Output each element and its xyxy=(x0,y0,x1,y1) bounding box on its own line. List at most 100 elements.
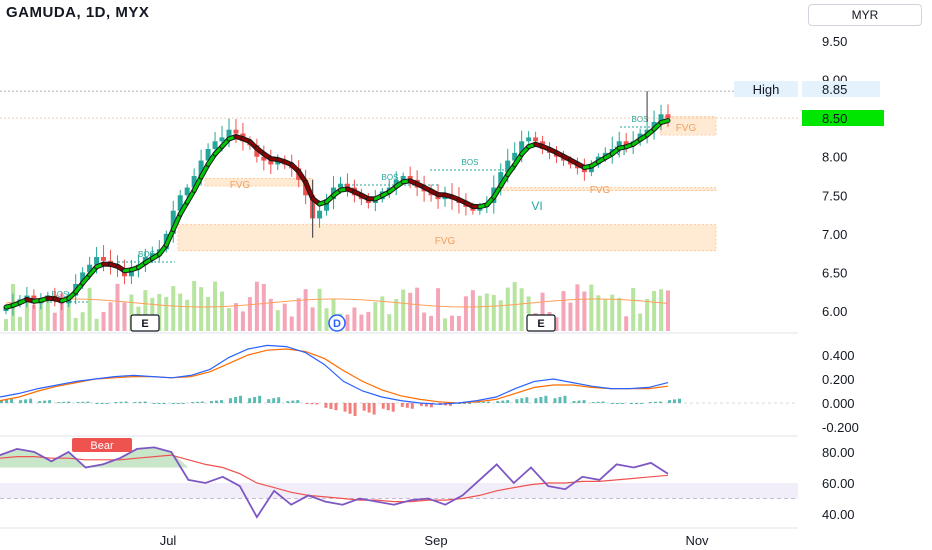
macd-histogram-bar xyxy=(582,400,586,403)
volume-bar xyxy=(589,284,594,331)
volume-bar xyxy=(233,303,238,331)
currency-button[interactable]: MYR xyxy=(808,4,922,26)
macd-histogram-bar xyxy=(534,398,538,403)
volume-bar xyxy=(310,307,315,331)
candle-body xyxy=(658,114,664,122)
volume-bar xyxy=(206,296,211,331)
volume-bar xyxy=(254,281,259,331)
candle-body xyxy=(498,172,504,188)
volume-bar xyxy=(554,317,559,331)
volume-bar xyxy=(526,296,531,331)
macd-histogram-bar xyxy=(525,397,529,403)
volume-bar xyxy=(498,300,503,331)
macd-histogram-bar xyxy=(152,403,156,404)
macd-histogram-bar xyxy=(615,403,619,404)
macd-histogram-bar xyxy=(38,401,42,403)
macd-histogram-bar xyxy=(267,399,271,403)
high-badge xyxy=(734,81,798,97)
volume-bar xyxy=(317,288,322,331)
macd-histogram-bar xyxy=(678,398,681,403)
price-tick-label: 6.50 xyxy=(822,265,847,280)
candle-body xyxy=(198,160,204,176)
macd-histogram-bar xyxy=(253,397,257,403)
macd-histogram-bar xyxy=(658,401,662,403)
volume-bar xyxy=(129,294,134,331)
volume-bar xyxy=(359,314,364,331)
volume-bar xyxy=(213,281,218,331)
macd-histogram-bar xyxy=(353,403,357,416)
macd-histogram-bar xyxy=(95,403,99,404)
macd-histogram-bar xyxy=(157,403,161,404)
chart-title: GAMUDA, 1D, MYX xyxy=(6,4,150,21)
price-tick-label: 8.00 xyxy=(822,150,847,165)
macd-histogram-bar xyxy=(209,401,213,403)
macd-histogram-bar xyxy=(100,403,104,404)
ema-segment xyxy=(192,175,203,192)
volume-bar xyxy=(226,308,231,331)
volume-bar xyxy=(659,289,664,331)
macd-histogram-bar xyxy=(315,403,319,405)
volume-bar xyxy=(568,302,573,331)
macd-histogram-bar xyxy=(143,401,147,403)
macd-tick-label: 0.000 xyxy=(822,396,855,411)
rsi-tick-label: 60.00 xyxy=(822,476,855,491)
volume-bar xyxy=(436,288,441,331)
volume-bar xyxy=(80,312,85,331)
price-tick-label: 9.50 xyxy=(822,34,847,49)
macd-histogram-bar xyxy=(468,403,472,404)
volume-bar xyxy=(422,312,427,331)
macd-histogram-bar xyxy=(620,403,624,404)
macd-histogram-bar xyxy=(610,403,614,404)
candle-body xyxy=(665,114,671,119)
macd-histogram-bar xyxy=(487,401,491,403)
macd-histogram-bar xyxy=(463,403,467,404)
volume-bar xyxy=(220,291,225,331)
volume-bar xyxy=(631,288,636,331)
fvg-zone xyxy=(659,116,717,136)
macd-histogram-bar xyxy=(563,395,567,403)
candle-body xyxy=(407,176,413,180)
volume-bar xyxy=(415,287,420,331)
fvg-zone xyxy=(177,224,717,252)
earnings-marker-label: E xyxy=(141,318,148,330)
fvg-label: FVG xyxy=(435,236,456,247)
high-value-badge xyxy=(802,81,880,97)
bear-tag-label: Bear xyxy=(90,440,114,452)
macd-histogram-bar xyxy=(558,397,562,403)
candle-body xyxy=(616,141,622,149)
ema-segment xyxy=(659,119,670,124)
candle-body xyxy=(80,272,86,284)
macd-histogram-bar xyxy=(19,400,23,403)
macd-tick-label: 0.200 xyxy=(822,372,855,387)
rsi-line xyxy=(0,446,669,519)
volume-bar xyxy=(519,288,524,331)
volume-bar xyxy=(101,312,106,331)
candle-body xyxy=(435,195,441,200)
macd-histogram-bar xyxy=(176,403,180,404)
ema-segment xyxy=(304,180,315,201)
macd-histogram-bar xyxy=(477,402,481,404)
macd-histogram-bar xyxy=(400,403,404,407)
candle-body xyxy=(149,253,155,257)
fvg-label: FVG xyxy=(590,185,611,196)
volume-bar xyxy=(275,310,280,331)
volume-ma-line xyxy=(5,298,669,308)
volume-bar xyxy=(582,291,587,331)
candle-body xyxy=(644,129,650,134)
candle-body xyxy=(101,257,107,261)
macd-histogram-bar xyxy=(86,401,90,403)
candle-body xyxy=(623,141,629,146)
volume-bar xyxy=(289,316,294,331)
macd-histogram-bar xyxy=(634,403,638,404)
macd-histogram-bar xyxy=(539,397,543,403)
macd-histogram-bar xyxy=(67,401,71,403)
volume-bar xyxy=(366,311,371,331)
macd-histogram-bar xyxy=(639,403,643,404)
macd-histogram-bar xyxy=(577,400,581,403)
volume-bar xyxy=(652,290,657,331)
volume-bar xyxy=(87,287,92,331)
candle-body xyxy=(226,129,232,138)
candle-body xyxy=(344,183,350,188)
volume-bar xyxy=(24,297,29,331)
